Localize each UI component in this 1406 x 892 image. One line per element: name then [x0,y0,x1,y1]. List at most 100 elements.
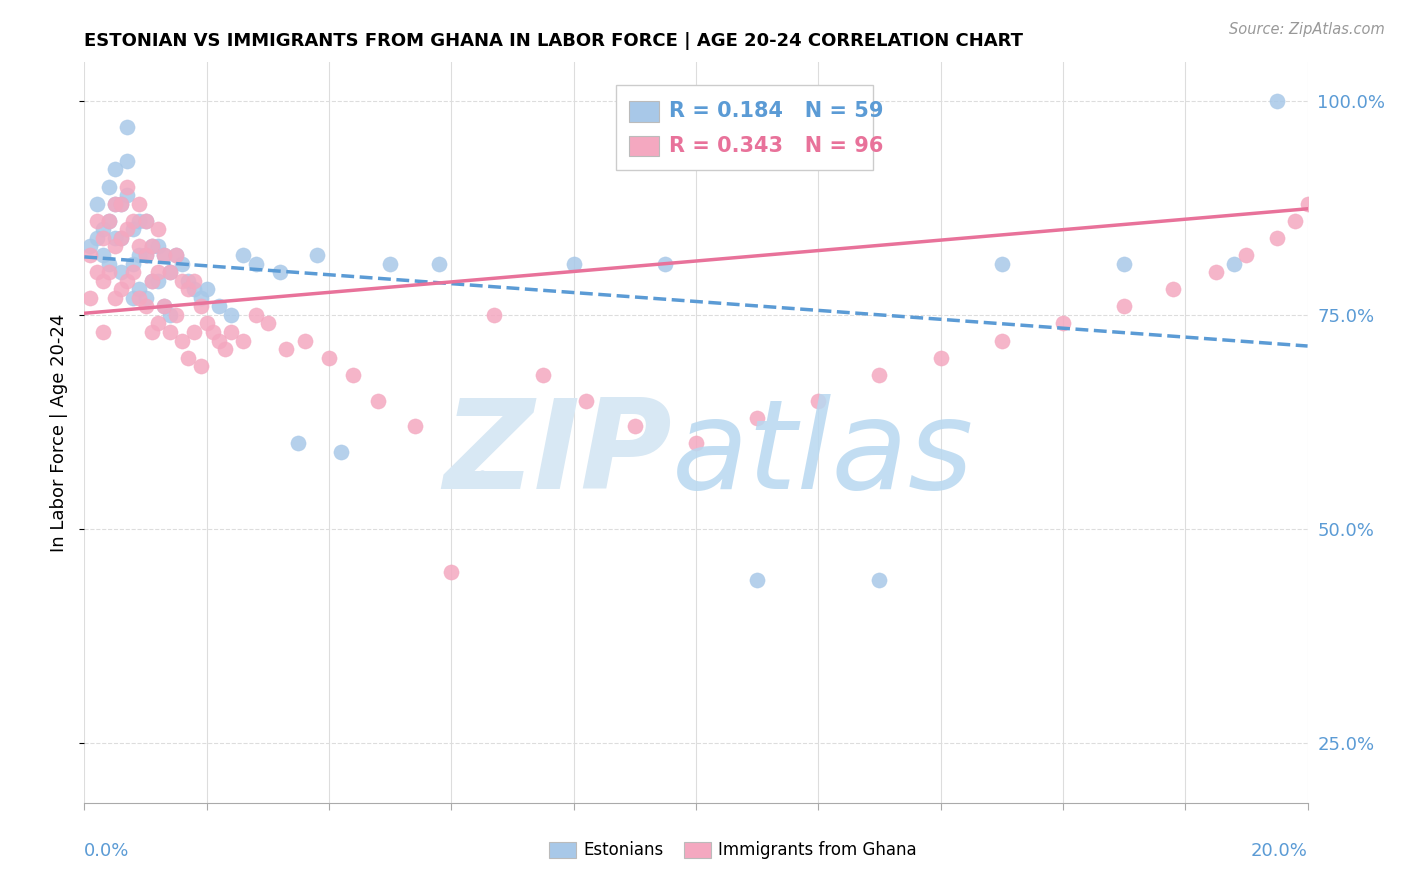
Point [135,248,157,262]
Point [305,248,328,262]
Point [165,248,187,262]
Point [1265,231,1288,245]
Point [1161,282,1184,296]
Point [159,265,181,279]
Point [1369,145,1392,160]
Point [97,179,120,194]
Bar [628,101,659,121]
Point [122,265,145,279]
Point [79,248,101,262]
Point [440,565,463,579]
Point [214,342,236,356]
Point [427,256,450,270]
Point [128,282,150,296]
Point [110,265,132,279]
Text: ZIP: ZIP [443,394,672,516]
Point [141,239,163,253]
Point [115,179,138,194]
Point [135,248,157,262]
Point [482,308,505,322]
Point [128,291,150,305]
Point [1205,265,1227,279]
Point [135,214,157,228]
Point [141,239,163,253]
Text: atlas: atlas [672,394,973,516]
Point [79,291,101,305]
Point [929,351,952,365]
Point [1382,145,1405,160]
Point [177,351,200,365]
Point [869,574,891,588]
Point [104,196,127,211]
Point [245,308,267,322]
Point [195,317,218,331]
Bar [550,842,576,858]
Point [747,410,769,425]
Point [269,265,291,279]
Point [91,222,114,236]
Point [1358,162,1381,177]
Point [991,256,1014,270]
Point [404,419,426,434]
Bar [683,842,710,858]
Point [115,222,138,236]
Point [1284,214,1306,228]
Point [86,196,108,211]
Point [1309,179,1331,194]
Point [183,274,205,288]
Bar [628,136,659,156]
Point [115,188,138,202]
Point [276,342,298,356]
Point [146,317,169,331]
Point [135,291,157,305]
Point [104,291,127,305]
Point [190,359,212,374]
Point [201,325,224,339]
Point [172,274,194,288]
Point [991,334,1014,348]
Point [115,120,138,134]
Point [91,325,114,339]
Point [172,256,194,270]
Point [575,393,598,408]
Point [232,248,254,262]
Point [624,419,647,434]
Text: 0.0%: 0.0% [84,842,129,860]
Point [531,368,554,382]
Point [208,299,231,313]
Point [135,299,157,313]
Point [91,231,114,245]
Text: Source: ZipAtlas.com: Source: ZipAtlas.com [1229,22,1385,37]
Point [104,196,127,211]
Point [1223,256,1246,270]
Point [159,308,181,322]
Point [86,231,108,245]
Point [146,239,169,253]
Point [128,214,150,228]
Point [91,274,114,288]
Text: Immigrants from Ghana: Immigrants from Ghana [718,841,917,859]
Point [104,239,127,253]
Point [1327,179,1350,194]
Point [380,256,402,270]
Point [245,256,267,270]
Point [562,256,585,270]
Point [177,274,200,288]
Point [122,222,145,236]
Point [91,248,114,262]
Point [183,282,205,296]
Point [747,574,769,588]
Point [153,299,176,313]
Point [97,265,120,279]
Point [115,274,138,288]
Point [86,214,108,228]
Point [190,291,212,305]
Point [1395,128,1406,143]
Point [122,291,145,305]
Text: R = 0.343   N = 96: R = 0.343 N = 96 [669,136,883,156]
Point [257,317,280,331]
Point [135,214,157,228]
Point [165,248,187,262]
Point [97,214,120,228]
Point [208,334,231,348]
